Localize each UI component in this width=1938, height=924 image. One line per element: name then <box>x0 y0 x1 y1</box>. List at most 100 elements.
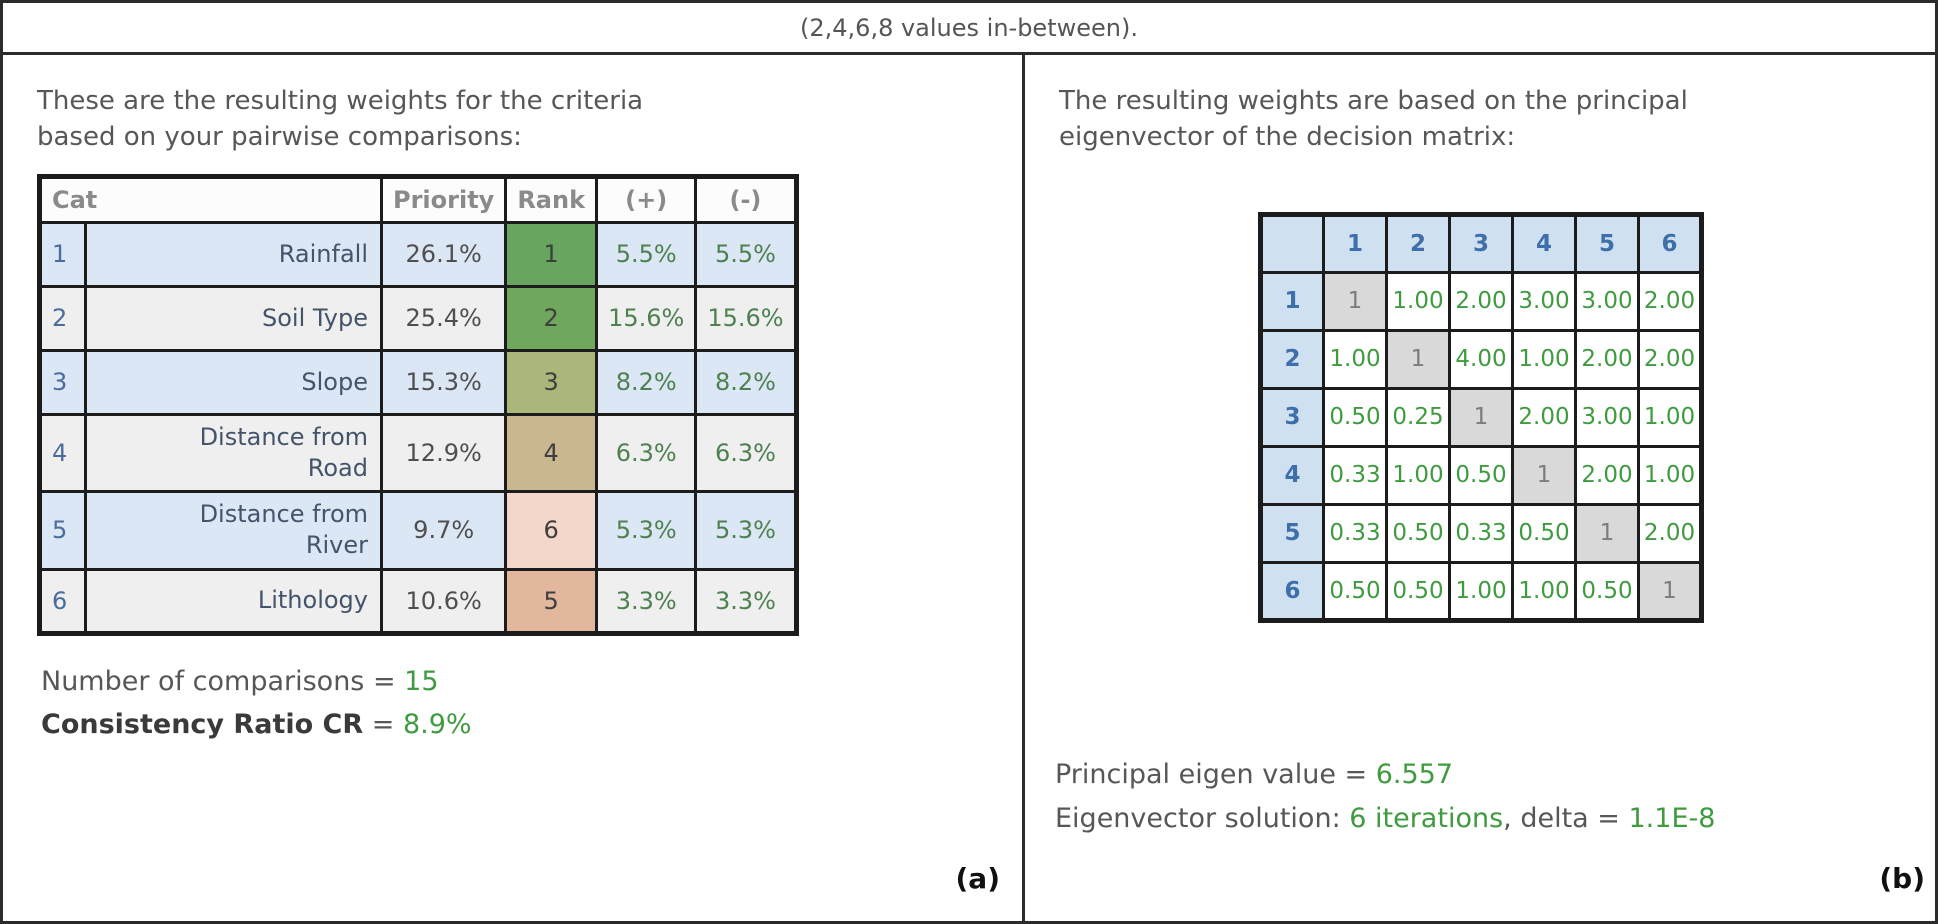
matrix-value-cell: 0.50 <box>1385 560 1451 622</box>
matrix-corner-cell <box>1259 212 1325 274</box>
matrix-value-cell: 3.00 <box>1574 386 1640 448</box>
criteria-plus-value: 15.6% <box>595 284 698 352</box>
criteria-row-number: 4 <box>38 412 87 494</box>
matrix-diagonal-cell: 1 <box>1322 270 1388 332</box>
matrix-diagonal-cell: 1 <box>1574 502 1640 564</box>
criteria-row-number: 6 <box>38 567 87 635</box>
comparisons-equals: = <box>364 665 405 697</box>
matrix-row-header: 3 <box>1259 386 1325 448</box>
criteria-plus-value: 3.3% <box>595 567 698 635</box>
matrix-value-cell: 1.00 <box>1637 386 1703 448</box>
matrix-value-cell: 0.25 <box>1385 386 1451 448</box>
matrix-row-header: 5 <box>1259 502 1325 564</box>
header-rank: Rank <box>504 174 599 224</box>
matrix-value-cell: 2.00 <box>1574 444 1640 506</box>
scale-note: (2,4,6,8 values in-between). <box>800 13 1138 42</box>
matrix-value-cell: 2.00 <box>1448 270 1514 332</box>
matrix-value-cell: 2.00 <box>1637 270 1703 332</box>
matrix-diagonal-cell: 1 <box>1448 386 1514 448</box>
criteria-row-number: 3 <box>38 348 87 416</box>
criteria-rank-badge: 3 <box>504 348 599 416</box>
matrix-row-header: 2 <box>1259 328 1325 390</box>
matrix-value-cell: 2.00 <box>1637 328 1703 390</box>
matrix-value-cell: 1.00 <box>1385 444 1451 506</box>
matrix-column-header: 2 <box>1385 212 1451 274</box>
cr-label: Consistency Ratio CR <box>41 709 364 741</box>
matrix-value-cell: 0.50 <box>1322 560 1388 622</box>
criteria-rank-badge: 6 <box>504 490 599 571</box>
matrix-value-cell: 0.50 <box>1322 386 1388 448</box>
criteria-minus-value: 15.6% <box>694 284 798 352</box>
criteria-rank-badge: 2 <box>504 284 599 352</box>
criteria-name: Slope <box>84 348 383 416</box>
matrix-column-header: 5 <box>1574 212 1640 274</box>
criteria-priority: 25.4% <box>379 284 508 352</box>
matrix-value-cell: 4.00 <box>1448 328 1514 390</box>
eigenvalue-label: Principal eigen value = <box>1055 758 1376 790</box>
matrix-row-header: 4 <box>1259 444 1325 506</box>
weights-intro: These are the resulting weights for the … <box>37 86 644 153</box>
criteria-row: 4 Distance from Road 12.9% 4 6.3% 6.3% <box>38 412 798 494</box>
matrix-diagonal-cell: 1 <box>1511 444 1577 506</box>
consistency-ratio-line: Consistency Ratio CR = 8.9% <box>41 703 994 747</box>
panels: These are the resulting weights for the … <box>3 55 1935 921</box>
matrix-panel: The resulting weights are based on the p… <box>1022 55 1935 921</box>
criteria-row-number: 5 <box>38 490 87 571</box>
matrix-value-cell: 1.00 <box>1511 560 1577 622</box>
criteria-table: Cat Priority Rank (+) (-) 1 Rainfall 26.1%… <box>37 173 799 636</box>
criteria-row-number: 2 <box>38 284 87 352</box>
matrix-diagonal-cell: 1 <box>1637 560 1703 622</box>
criteria-plus-value: 5.3% <box>595 490 698 571</box>
matrix-value-cell: 2.00 <box>1637 502 1703 564</box>
matrix-value-cell: 1.00 <box>1385 270 1451 332</box>
matrix-value-cell: 0.50 <box>1448 444 1514 506</box>
solution-iterations: 6 iterations <box>1349 802 1504 834</box>
criteria-row: 2 Soil Type 25.4% 2 15.6% 15.6% <box>38 284 798 352</box>
criteria-plus-value: 5.5% <box>595 220 698 288</box>
comparisons-value: 15 <box>404 665 439 697</box>
criteria-minus-value: 6.3% <box>694 412 798 494</box>
matrix-column-header: 4 <box>1511 212 1577 274</box>
matrix-value-cell: 0.50 <box>1511 502 1577 564</box>
solution-label: Eigenvector solution: <box>1055 802 1350 834</box>
eigenvalue-line: Principal eigen value = 6.557 <box>1055 753 1907 797</box>
matrix-row: 5 0.33 0.50 0.33 0.50 1 2.00 <box>1259 502 1703 564</box>
panel-label-b: (b) <box>1879 862 1925 895</box>
decision-matrix: 1 2 3 4 5 6 1 1 1.00 2.00 3.00 3.00 2.00 2 1.00 1 4.00 1.… <box>1258 211 1704 623</box>
criteria-priority: 26.1% <box>379 220 508 288</box>
matrix-row: 2 1.00 1 4.00 1.00 2.00 2.00 <box>1259 328 1703 390</box>
criteria-table-body: 1 Rainfall 26.1% 1 5.5% 5.5% 2 Soil Type 25.4% 2 1… <box>38 220 798 635</box>
criteria-minus-value: 5.3% <box>694 490 798 571</box>
criteria-minus-value: 3.3% <box>694 567 798 635</box>
criteria-minus-value: 5.5% <box>694 220 798 288</box>
matrix-column-header: 1 <box>1322 212 1388 274</box>
criteria-rank-badge: 4 <box>504 412 599 494</box>
criteria-rank-badge: 1 <box>504 220 599 288</box>
matrix-row: 1 1 1.00 2.00 3.00 3.00 2.00 <box>1259 270 1703 332</box>
left-stats: Number of comparisons = 15 Consistency R… <box>41 660 994 747</box>
criteria-minus-value: 8.2% <box>694 348 798 416</box>
matrix-value-cell: 1.00 <box>1322 328 1388 390</box>
comparisons-line: Number of comparisons = 15 <box>41 660 994 704</box>
header-priority: Priority <box>379 174 508 224</box>
matrix-row: 6 0.50 0.50 1.00 1.00 0.50 1 <box>1259 560 1703 622</box>
matrix-value-cell: 1.00 <box>1637 444 1703 506</box>
criteria-name: Lithology <box>84 567 383 635</box>
matrix-table-body: 1 2 3 4 5 6 1 1 1.00 2.00 3.00 3.00 2.00 2 1.00 1 4.00 1.… <box>1259 212 1703 622</box>
criteria-row: 6 Lithology 10.6% 5 3.3% 3.3% <box>38 567 798 635</box>
header-minus: (-) <box>694 174 798 224</box>
matrix-row-header: 6 <box>1259 560 1325 622</box>
matrix-intro: The resulting weights are based on the p… <box>1059 86 1688 153</box>
criteria-plus-value: 6.3% <box>595 412 698 494</box>
criteria-row-number: 1 <box>38 220 87 288</box>
matrix-value-cell: 0.33 <box>1448 502 1514 564</box>
right-stats: Principal eigen value = 6.557 Eigenvecto… <box>1055 753 1907 840</box>
matrix-row: 3 0.50 0.25 1 2.00 3.00 1.00 <box>1259 386 1703 448</box>
scale-note-strip: (2,4,6,8 values in-between). <box>3 3 1935 55</box>
matrix-column-header: 6 <box>1637 212 1703 274</box>
criteria-rank-badge: 5 <box>504 567 599 635</box>
matrix-value-cell: 3.00 <box>1574 270 1640 332</box>
cr-value: 8.9% <box>402 709 472 741</box>
matrix-column-header: 3 <box>1448 212 1514 274</box>
